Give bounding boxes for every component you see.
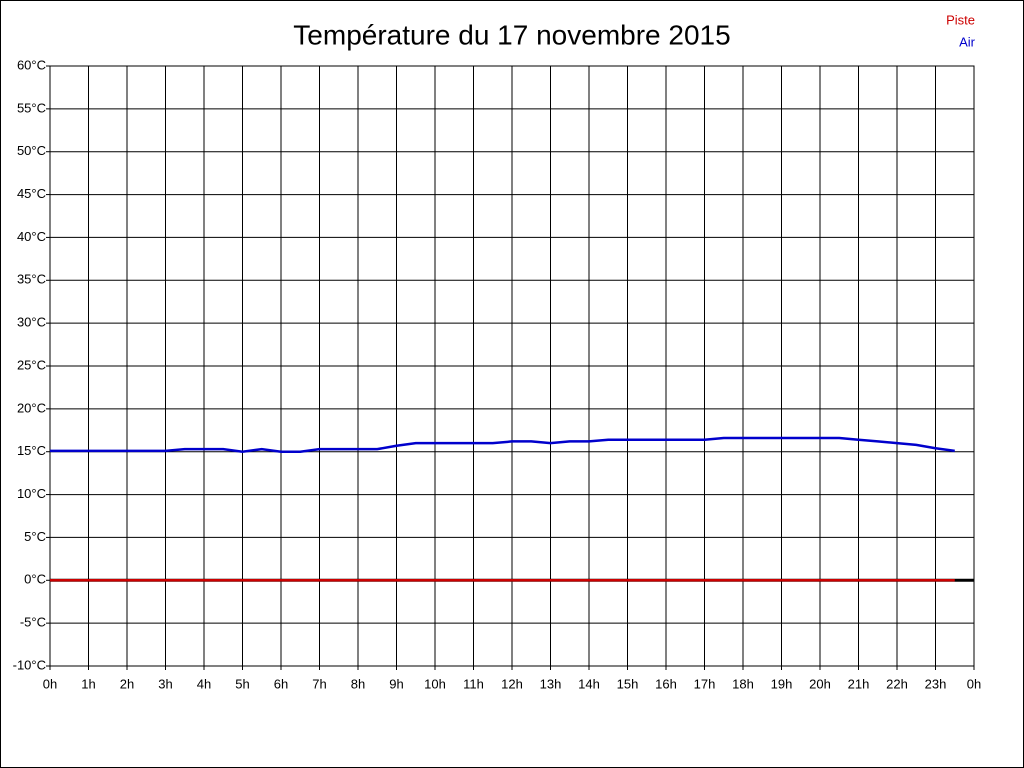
y-tick-label: 20°C <box>17 400 46 415</box>
y-tick-label: -5°C <box>20 615 46 630</box>
y-tick-label: 40°C <box>17 229 46 244</box>
x-tick-label: 0h <box>967 676 981 691</box>
x-tick-label: 6h <box>274 676 288 691</box>
x-tick-label: 10h <box>424 676 446 691</box>
x-tick-label: 20h <box>809 676 831 691</box>
x-tick-label: 15h <box>617 676 639 691</box>
y-tick-label: 30°C <box>17 315 46 330</box>
y-tick-label: 25°C <box>17 357 46 372</box>
x-tick-label: 22h <box>886 676 908 691</box>
y-tick-label: 60°C <box>17 57 46 72</box>
x-tick-label: 4h <box>197 676 211 691</box>
chart-title: Température du 17 novembre 2015 <box>293 19 730 50</box>
y-tick-label: 15°C <box>17 443 46 458</box>
series-line <box>50 436 955 453</box>
x-tick-label: 1h <box>81 676 95 691</box>
y-tick-label: 45°C <box>17 186 46 201</box>
y-tick-label: 50°C <box>17 143 46 158</box>
x-tick-label: 9h <box>389 676 403 691</box>
y-tick-label: 35°C <box>17 272 46 287</box>
x-tick-label: 12h <box>501 676 523 691</box>
y-tick-label: 55°C <box>17 100 46 115</box>
x-tick-label: 23h <box>925 676 947 691</box>
y-tick-label: 5°C <box>24 529 46 544</box>
x-tick-label: 2h <box>120 676 134 691</box>
y-tick-label: 0°C <box>24 572 46 587</box>
x-tick-label: 11h <box>463 676 484 691</box>
y-tick-label: 10°C <box>17 486 46 501</box>
y-tick-label: -10°C <box>13 657 46 672</box>
x-tick-label: 21h <box>848 676 870 691</box>
x-tick-label: 3h <box>158 676 172 691</box>
x-tick-label: 17h <box>694 676 716 691</box>
x-tick-label: 19h <box>771 676 793 691</box>
x-tick-label: 5h <box>235 676 249 691</box>
x-tick-label: 13h <box>540 676 562 691</box>
x-tick-label: 14h <box>578 676 600 691</box>
x-tick-label: 16h <box>655 676 677 691</box>
legend-entry: Air <box>959 34 976 49</box>
x-tick-label: 18h <box>732 676 754 691</box>
x-tick-label: 7h <box>312 676 326 691</box>
x-tick-label: 0h <box>43 676 57 691</box>
legend-entry: Piste <box>946 12 975 27</box>
x-tick-label: 8h <box>351 676 365 691</box>
